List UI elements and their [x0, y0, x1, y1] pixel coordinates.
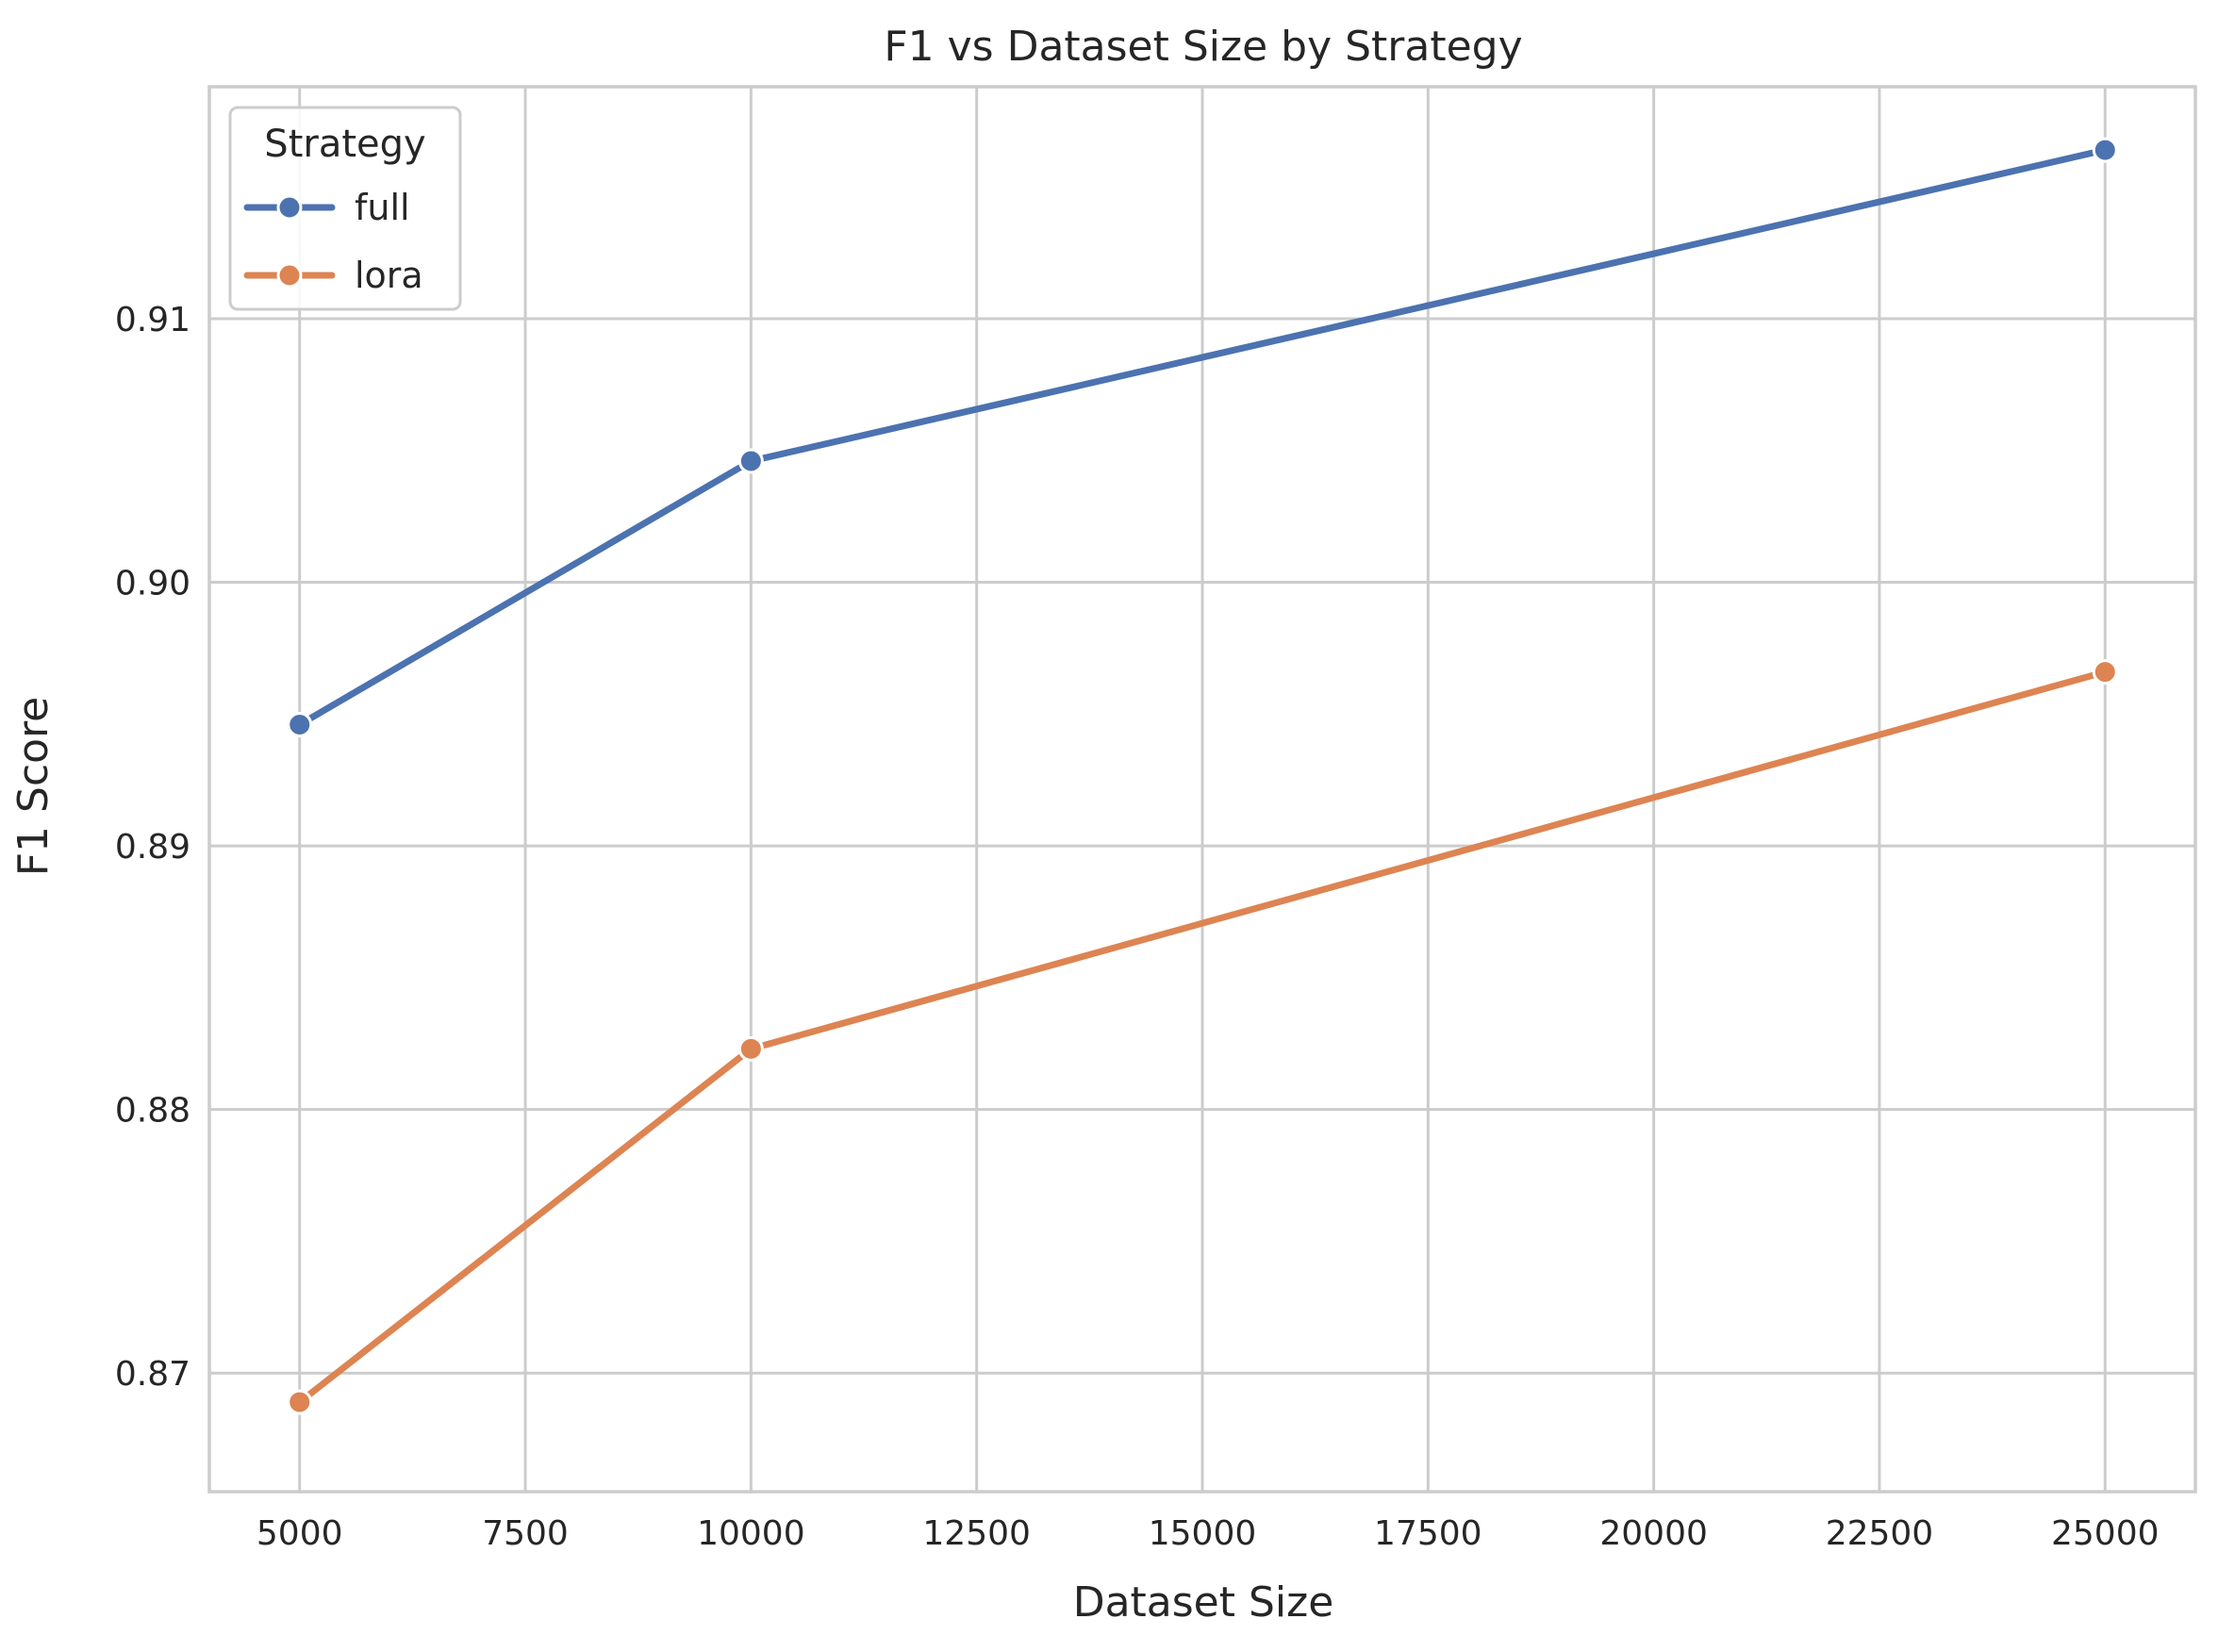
- y-tick-label: 0.90: [115, 565, 190, 603]
- data-point-lora: [287, 1389, 313, 1415]
- x-tick-label: 10000: [697, 1514, 805, 1553]
- y-axis-ticks: 0.87 0.88 0.89 0.90 0.91: [115, 301, 190, 1394]
- legend: Strategy full lora: [228, 106, 462, 311]
- y-tick-label: 0.88: [115, 1092, 190, 1131]
- data-point-lora: [2092, 659, 2118, 686]
- y-tick-label: 0.87: [115, 1355, 190, 1394]
- x-tick-label: 17500: [1374, 1514, 1482, 1553]
- legend-label-full: full: [355, 187, 410, 228]
- x-axis-label: Dataset Size: [1073, 1578, 1334, 1627]
- data-point-full: [737, 448, 764, 474]
- y-axis-label: F1 Score: [9, 697, 58, 877]
- x-tick-label: 20000: [1599, 1514, 1708, 1553]
- legend-entry-full: full: [243, 187, 410, 228]
- x-tick-label: 7500: [482, 1514, 569, 1553]
- y-tick-label: 0.89: [115, 828, 190, 867]
- data-point-full: [287, 712, 313, 738]
- x-tick-label: 5000: [257, 1514, 343, 1553]
- legend-title: Strategy: [264, 123, 425, 166]
- data-point-lora: [737, 1035, 764, 1062]
- x-tick-label: 15000: [1149, 1514, 1257, 1553]
- data-point-full: [2092, 137, 2118, 163]
- legend-entries: full lora: [243, 187, 423, 296]
- x-tick-label: 22500: [1826, 1514, 1934, 1553]
- x-axis-ticks: 5000 7500 10000 12500 15000 17500 20000 22500 25…: [257, 1514, 2160, 1553]
- series-full: [287, 137, 2118, 738]
- legend-entry-lora: lora: [243, 255, 423, 296]
- series-layer: [287, 137, 2118, 1415]
- plot-frame: [207, 85, 2197, 1494]
- legend-marker-full: [276, 194, 303, 221]
- series-lora: [287, 659, 2118, 1415]
- grid: [209, 87, 2195, 1492]
- legend-marker-lora: [276, 262, 303, 289]
- x-tick-label: 12500: [922, 1514, 1031, 1553]
- x-tick-label: 25000: [2051, 1514, 2160, 1553]
- chart-title: F1 vs Dataset Size by Strategy: [884, 23, 1522, 71]
- legend-label-lora: lora: [355, 255, 423, 296]
- y-tick-label: 0.91: [115, 301, 190, 339]
- legend-box: [228, 106, 462, 311]
